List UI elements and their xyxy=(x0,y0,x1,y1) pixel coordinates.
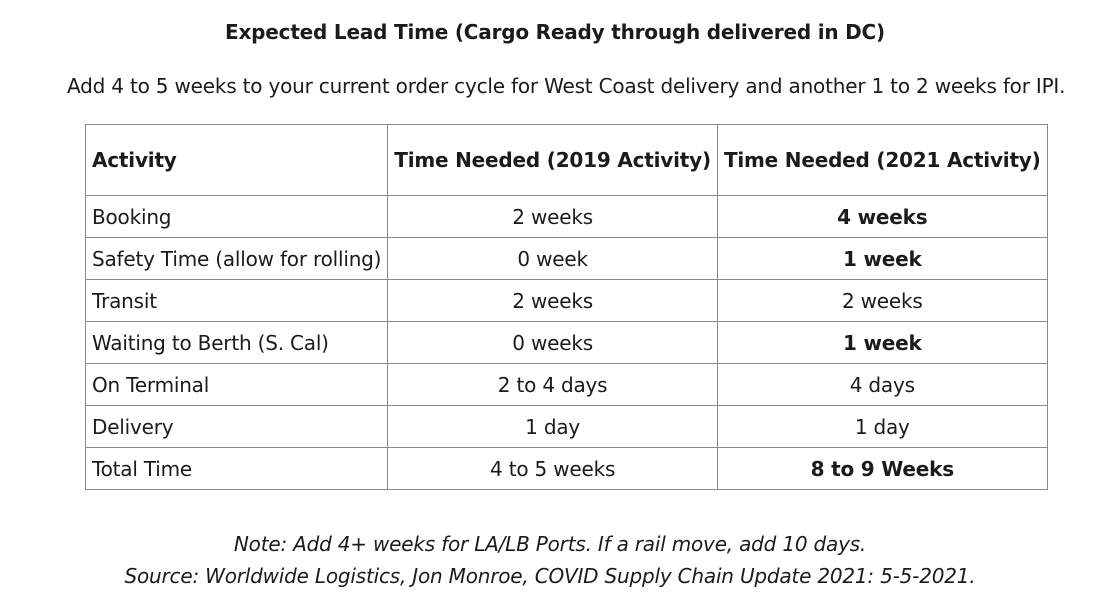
header-2021: Time Needed (2021 Activity) xyxy=(716,124,1048,196)
table-row: Booking 2 weeks 4 weeks xyxy=(84,195,1048,238)
table-row: Waiting to Berth (S. Cal) 0 weeks 1 week xyxy=(84,321,1048,364)
cell-activity: Safety Time (allow for rolling) xyxy=(84,237,389,280)
cell-activity: Waiting to Berth (S. Cal) xyxy=(84,321,389,364)
table-row: Transit 2 weeks 2 weeks xyxy=(84,279,1048,322)
table-header-row: Activity Time Needed (2019 Activity) Tim… xyxy=(84,124,1048,196)
cell-2019: 4 to 5 weeks xyxy=(387,447,718,490)
lead-time-table: Activity Time Needed (2019 Activity) Tim… xyxy=(84,124,1048,490)
cell-activity: Transit xyxy=(84,279,389,322)
cell-2021: 4 weeks xyxy=(716,195,1048,238)
page-title: Expected Lead Time (Cargo Ready through … xyxy=(225,20,885,44)
cell-2019: 2 weeks xyxy=(387,279,718,322)
cell-2019: 2 to 4 days xyxy=(387,363,718,406)
table-body: Booking 2 weeks 4 weeks Safety Time (all… xyxy=(84,195,1048,490)
table-row-total: Total Time 4 to 5 weeks 8 to 9 Weeks xyxy=(84,447,1048,490)
footnote: Note: Add 4+ weeks for LA/LB Ports. If a… xyxy=(233,532,867,556)
cell-activity: On Terminal xyxy=(84,363,389,406)
cell-2019: 2 weeks xyxy=(387,195,718,238)
cell-activity: Total Time xyxy=(84,447,389,490)
table-row: Safety Time (allow for rolling) 0 week 1… xyxy=(84,237,1048,280)
cell-activity: Booking xyxy=(84,195,389,238)
header-2019: Time Needed (2019 Activity) xyxy=(387,124,718,196)
table-row: Delivery 1 day 1 day xyxy=(84,405,1048,448)
cell-2019: 0 week xyxy=(387,237,718,280)
cell-2021: 1 week xyxy=(716,237,1048,280)
cell-2019: 0 weeks xyxy=(387,321,718,364)
page-subtitle: Add 4 to 5 weeks to your current order c… xyxy=(67,74,1066,98)
cell-2021: 8 to 9 Weeks xyxy=(716,447,1048,490)
cell-2021: 1 week xyxy=(716,321,1048,364)
cell-2021: 4 days xyxy=(716,363,1048,406)
table-row: On Terminal 2 to 4 days 4 days xyxy=(84,363,1048,406)
source-citation: Source: Worldwide Logistics, Jon Monroe,… xyxy=(124,564,976,588)
cell-2021: 1 day xyxy=(716,405,1048,448)
cell-2019: 1 day xyxy=(387,405,718,448)
cell-2021: 2 weeks xyxy=(716,279,1048,322)
header-activity: Activity xyxy=(84,124,389,196)
cell-activity: Delivery xyxy=(84,405,389,448)
